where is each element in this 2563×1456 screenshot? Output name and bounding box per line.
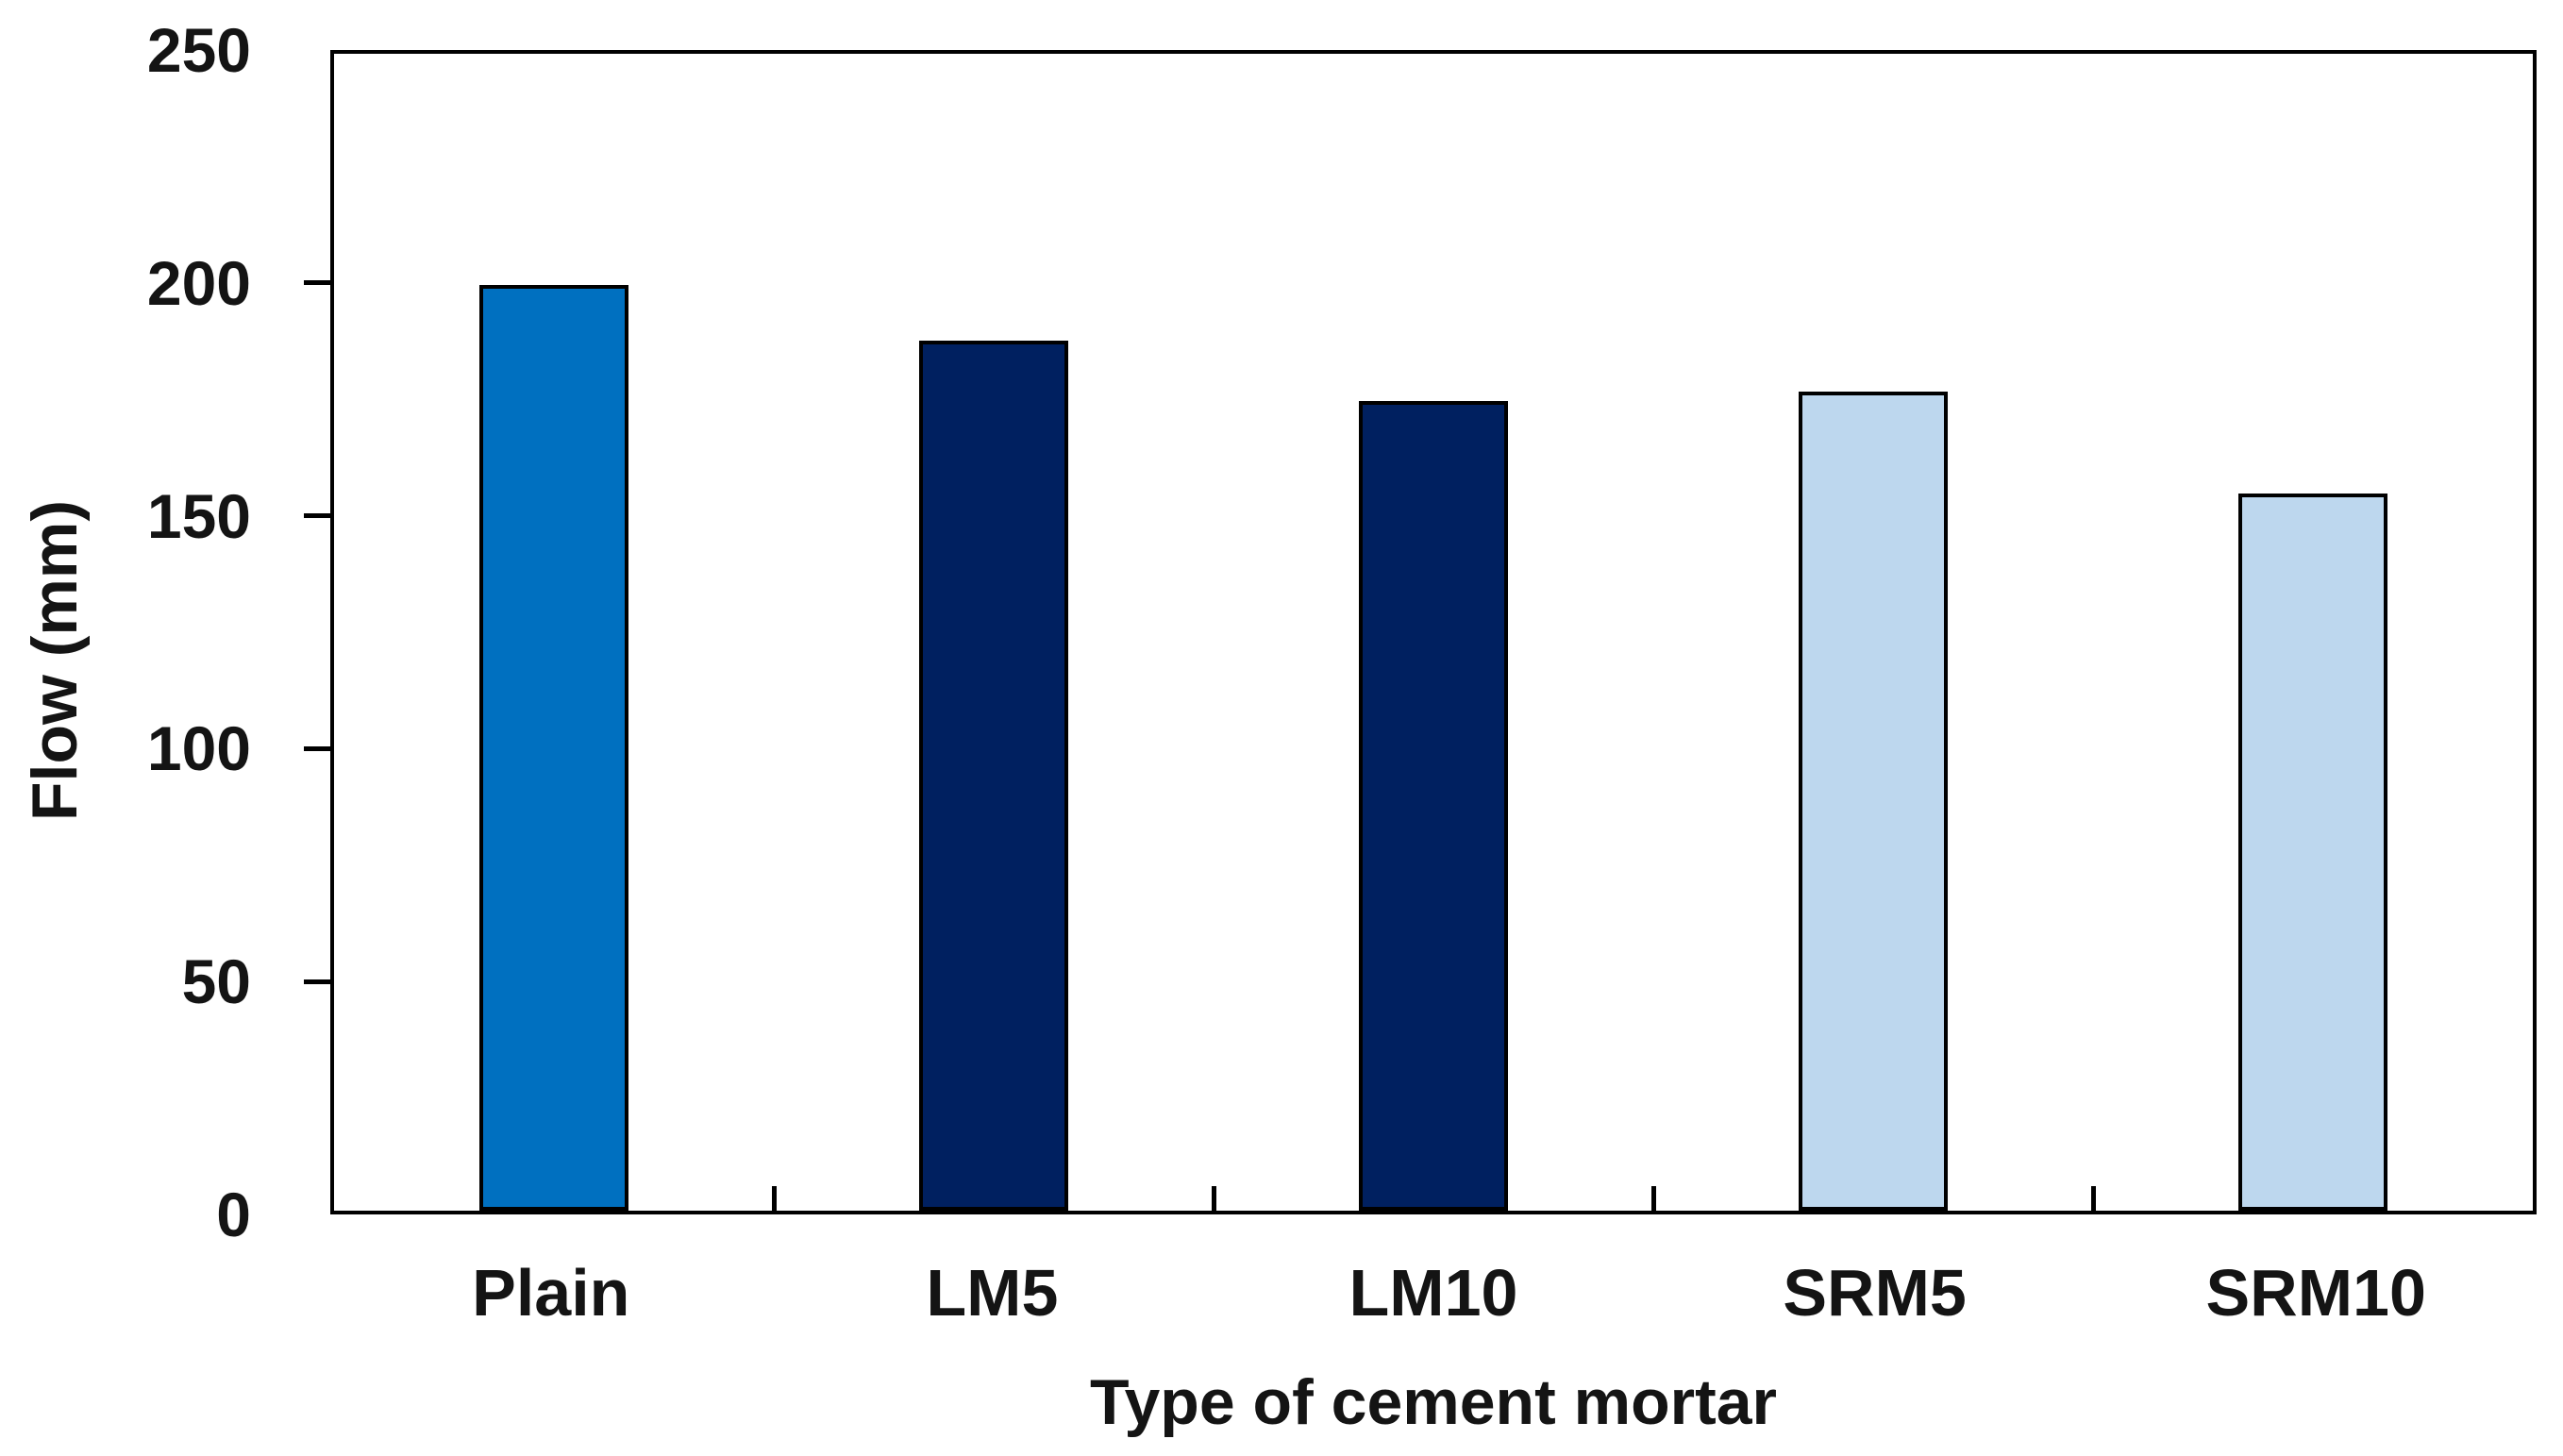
bar-slot-srm10 <box>2093 54 2533 1211</box>
plot-area <box>330 50 2537 1214</box>
x-axis-category-label-lm5: LM5 <box>926 1256 1059 1330</box>
x-axis-title: Type of cement mortar <box>1089 1366 1778 1438</box>
x-axis-tick-mark <box>2091 1186 2096 1211</box>
y-axis-tick-label: 100 <box>146 713 251 784</box>
bars-row <box>334 54 2533 1211</box>
bar-lm10 <box>1358 400 1509 1211</box>
x-axis-category-label-lm10: LM10 <box>1349 1256 1518 1330</box>
y-axis-tick-mark <box>304 745 330 751</box>
y-axis-tick-label: 150 <box>146 480 251 551</box>
bar-slot-lm10 <box>1214 54 1653 1211</box>
x-axis-category-label-srm10: SRM10 <box>2205 1256 2426 1330</box>
x-axis-tick-mark <box>1212 1186 1216 1211</box>
bar-srm10 <box>2237 493 2388 1211</box>
y-axis-tick-label: 200 <box>146 247 251 318</box>
y-axis-tick-mark <box>304 979 330 984</box>
y-axis-tick-mark <box>304 280 330 286</box>
y-axis-tick-label: 0 <box>216 1180 251 1249</box>
x-axis-category-label-srm5: SRM5 <box>1783 1256 1967 1330</box>
x-axis-tick-mark <box>772 1186 777 1211</box>
bar-slot-lm5 <box>774 54 1214 1211</box>
x-axis-category-label-plain: Plain <box>472 1256 630 1330</box>
bar-plain <box>478 285 629 1211</box>
y-axis-tick-label: 250 <box>146 15 251 85</box>
bar-srm5 <box>1798 392 1949 1211</box>
y-axis-tick-label: 50 <box>181 946 251 1017</box>
bar-lm5 <box>918 341 1069 1211</box>
bar-slot-plain <box>334 54 774 1211</box>
bar-slot-srm5 <box>1653 54 2093 1211</box>
y-axis-tick-mark <box>304 513 330 519</box>
x-axis-tick-mark <box>1651 1186 1656 1211</box>
